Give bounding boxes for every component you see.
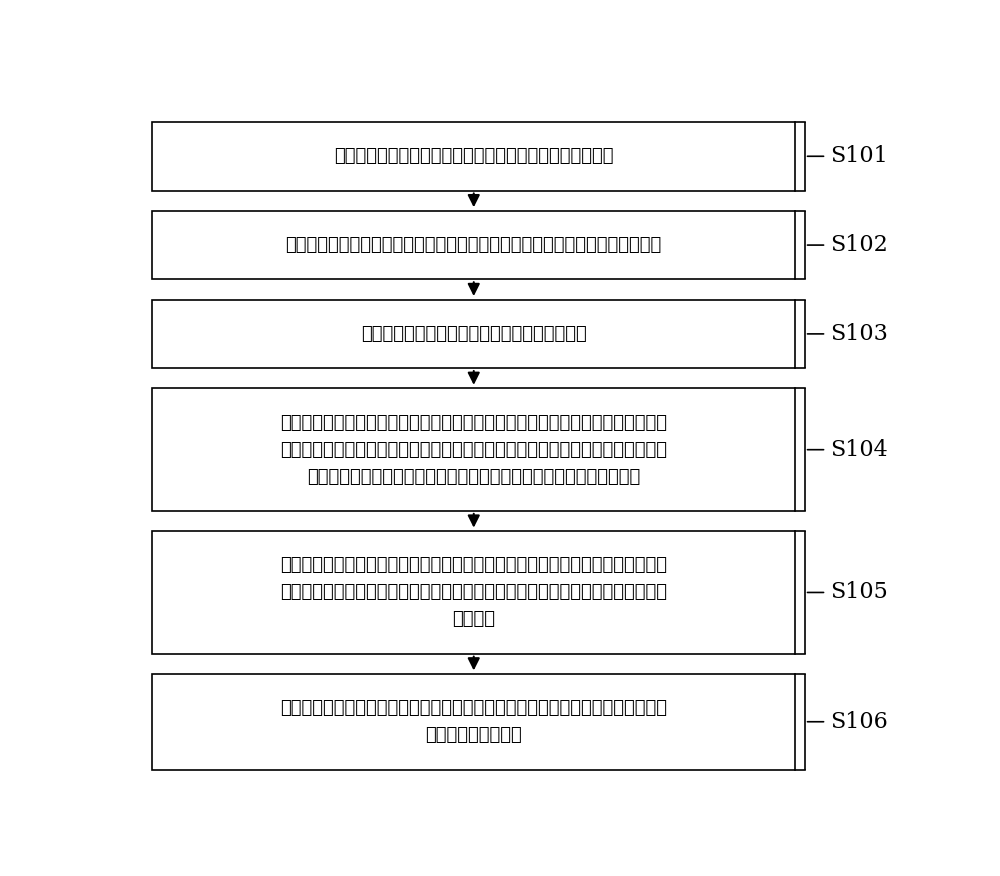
Text: S102: S102 <box>830 234 888 256</box>
Bar <box>152 388 795 511</box>
Text: 污泥回流过程：活性污泥在曝气池内循环运动，部分污泥随污水流入一级沉淤池；: 污泥回流过程：活性污泥在曝气池内循环运动，部分污泥随污水流入一级沉淤池； <box>280 413 667 432</box>
Bar <box>152 122 795 191</box>
Text: 排出系统: 排出系统 <box>452 611 495 628</box>
Text: S101: S101 <box>830 145 888 167</box>
Bar <box>152 674 795 769</box>
Bar <box>152 531 795 653</box>
Text: 微生物投加和驯化：在好氧池投加城市污水处理厂活性污泥: 微生物投加和驯化：在好氧池投加城市污水处理厂活性污泥 <box>334 147 614 166</box>
Text: 流入一级沉淤池的污泥，一部分经沉淤池底部污泥回流区回流至曝气池，另一部分: 流入一级沉淤池的污泥，一部分经沉淤池底部污泥回流区回流至曝气池，另一部分 <box>280 441 667 459</box>
Text: 进水步骤：乡镇污水原水首先进入格栅，截留污水中大部分悬浮物后流入调节池: 进水步骤：乡镇污水原水首先进入格栅，截留污水中大部分悬浮物后流入调节池 <box>286 237 662 254</box>
Text: 动，污水由曝气池顶端流入一级沉淤池和二级沉淤池沉淤，二级沉淤池内的上清液: 动，污水由曝气池顶端流入一级沉淤池和二级沉淤池沉淤，二级沉淤池内的上清液 <box>280 583 667 602</box>
Bar <box>152 211 795 279</box>
Text: 流入二级沉淤池，经二级沉淤池底部污泥回流区回流至一级曝气池底部: 流入二级沉淤池，经二级沉淤池底部污泥回流区回流至一级曝气池底部 <box>307 468 640 485</box>
Text: 曝气过程：同时开始调节池和曝气池的连续曝气: 曝气过程：同时开始调节池和曝气池的连续曝气 <box>361 325 587 343</box>
Text: S105: S105 <box>830 582 888 604</box>
Text: S104: S104 <box>830 439 888 461</box>
Text: 定期外排的方式处理: 定期外排的方式处理 <box>425 726 522 745</box>
Text: S106: S106 <box>830 710 888 732</box>
Text: 剩余污泥外排过程：微生物产生的剩余污泥和进水中无机物积累到一定程度，采取: 剩余污泥外排过程：微生物产生的剩余污泥和进水中无机物积累到一定程度，采取 <box>280 699 667 717</box>
Bar <box>152 300 795 368</box>
Text: 出水步骤：原水由调节池底部进入曝气池底部，污水在曝气池内形成逆时针循环流: 出水步骤：原水由调节池底部进入曝气池底部，污水在曝气池内形成逆时针循环流 <box>280 556 667 575</box>
Text: S103: S103 <box>830 323 888 345</box>
